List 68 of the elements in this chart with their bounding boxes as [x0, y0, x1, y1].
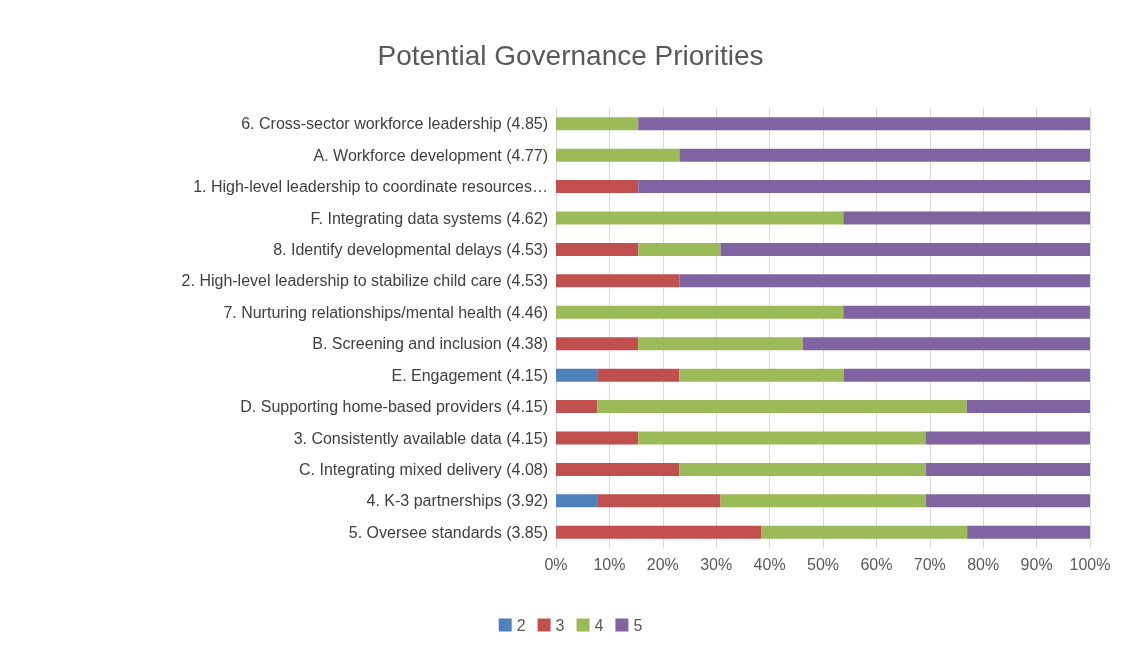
y-tick-label: 5. Oversee standards (3.85): [348, 523, 548, 541]
bar: [761, 525, 968, 539]
bar: [802, 337, 1090, 351]
bar: [556, 368, 598, 382]
bar: [679, 462, 927, 476]
bar: [967, 525, 1090, 539]
bar: [556, 400, 598, 414]
bar: [966, 400, 1090, 414]
bar: [925, 431, 1090, 445]
chart-title: Potential Governance Priorities: [377, 39, 764, 71]
bar: [638, 337, 803, 351]
y-tick-label: 4. K-3 partnerships (3.92): [366, 492, 548, 510]
bar: [720, 242, 1090, 256]
bar: [556, 117, 639, 131]
bar: [556, 148, 680, 162]
x-tick-label: 80%: [967, 555, 1000, 573]
x-tick-label: 10%: [593, 555, 626, 573]
bar: [597, 494, 721, 508]
bar: [638, 431, 926, 445]
bar: [556, 305, 844, 319]
y-tick-label: B. Screening and inclusion (4.38): [312, 335, 548, 353]
x-tick-label: 50%: [806, 555, 840, 573]
legend-label: 5: [633, 616, 643, 634]
y-tick-label: 6. Cross-sector workforce leadership (4.85): [241, 115, 548, 133]
y-tick-label: 3. Consistently available data (4.15): [293, 429, 548, 447]
x-tick-label: 100%: [1069, 555, 1111, 573]
y-tick-label: E. Engagement (4.15): [391, 366, 548, 384]
bar: [556, 431, 639, 445]
legend-label: 2: [516, 616, 526, 634]
bar: [556, 180, 639, 194]
bar: [556, 337, 639, 351]
bar: [638, 242, 721, 256]
bar: [556, 525, 762, 539]
x-tick-label: 60%: [860, 555, 893, 573]
bar: [556, 462, 680, 476]
y-tick-label: 8. Identify developmental delays (4.53): [273, 240, 548, 258]
y-tick-label: F. Integrating data systems (4.62): [310, 209, 548, 227]
bar: [679, 274, 1090, 288]
bar: [679, 368, 844, 382]
bar: [638, 117, 1090, 131]
bar: [597, 368, 680, 382]
x-tick-label: 30%: [700, 555, 733, 573]
bar: [556, 494, 598, 508]
y-tick-label: 7. Nurturing relationships/mental health (4.46): [223, 303, 548, 321]
bar: [843, 305, 1090, 319]
x-tick-label: 20%: [646, 555, 679, 573]
y-tick-label: A. Workforce development (4.77): [313, 146, 548, 164]
x-tick-label: 90%: [1020, 555, 1053, 573]
y-tick-label: 2. High-level leadership to stabilize child care (4.53): [181, 272, 548, 290]
x-tick-label: 40%: [753, 555, 786, 573]
x-tick-label: 70%: [913, 555, 946, 573]
legend-label: 3: [555, 616, 565, 634]
bar: [556, 242, 639, 256]
bar: [597, 400, 967, 414]
y-tick-label: 1. High-level leadership to coordinate resources…: [193, 178, 548, 196]
bar: [556, 274, 680, 288]
y-tick-label: C. Integrating mixed delivery (4.08): [299, 460, 548, 478]
bar: [720, 494, 927, 508]
bar: [843, 368, 1090, 382]
bar: [926, 494, 1090, 508]
bar: [556, 211, 844, 225]
bar: [638, 180, 1090, 194]
bar: [843, 211, 1090, 225]
x-tick-label: 0%: [544, 555, 568, 573]
bar: [679, 148, 1090, 162]
legend-label: 4: [594, 616, 604, 634]
bar: [926, 462, 1090, 476]
y-tick-label: D. Supporting home-based providers (4.15): [240, 398, 548, 416]
